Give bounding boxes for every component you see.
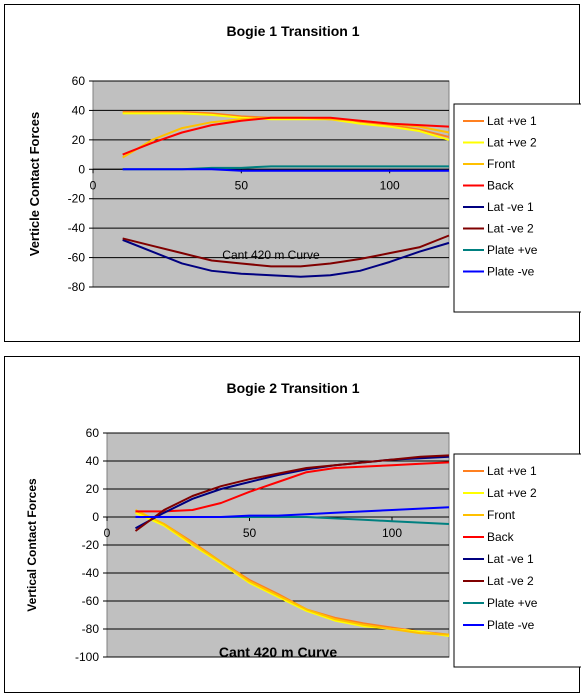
x-tick-label: 100 xyxy=(382,526,402,540)
y-tick-label: -60 xyxy=(82,594,100,608)
y-tick-label: -60 xyxy=(68,251,86,265)
series-line-front xyxy=(135,509,450,636)
chart-svg: Bogie 2 Transition 1 60 40 20 0 -20 -40 -60 -80 -… xyxy=(25,380,581,668)
series-line-plate-ve xyxy=(122,168,449,172)
y-tick-label: 20 xyxy=(72,133,86,147)
y-tick-label: 20 xyxy=(86,482,100,496)
x-tick-label: 50 xyxy=(243,526,257,540)
chart-panel-bogie-1: Bogie 1 Transition 1 60 40 20 0 -20 -40 -60 -80 0… xyxy=(4,4,581,342)
legend-label: Lat -ve 1 xyxy=(487,552,534,566)
y-tick-label: 0 xyxy=(78,162,85,176)
y-tick-label: -40 xyxy=(82,566,100,580)
x-tick-label: 100 xyxy=(380,178,400,192)
legend-label: Lat +ve 1 xyxy=(487,464,537,478)
legend-label: Lat -ve 2 xyxy=(487,222,534,236)
series-line-lat-ve-2 xyxy=(134,454,450,532)
y-axis-label: Vertical Contact Forces xyxy=(25,478,39,612)
legend-label: Front xyxy=(487,508,516,522)
x-tick-label: 0 xyxy=(104,526,111,540)
y-tick-label: 60 xyxy=(86,426,100,440)
legend-label: Plate -ve xyxy=(487,618,535,632)
chart-svg: Bogie 1 Transition 1 60 40 20 0 -20 -40 -60 -80 0… xyxy=(27,23,581,313)
series-line-lat-ve-2 xyxy=(122,234,450,268)
x-tick-label: 0 xyxy=(90,178,97,192)
legend-label: Lat +ve 1 xyxy=(487,114,537,128)
y-tick-label: -20 xyxy=(82,538,100,552)
x-tick-label: 50 xyxy=(235,178,249,192)
legend-label: Front xyxy=(487,157,516,171)
x-axis-label: Cant 420 m Curve xyxy=(222,248,320,262)
series-line-lat-ve-2 xyxy=(122,112,450,141)
y-axis-label: Verticle Contact Forces xyxy=(27,112,42,257)
y-tick-label: 60 xyxy=(72,74,86,88)
series-line-lat-ve-1 xyxy=(122,238,450,278)
y-tick-label: -40 xyxy=(68,221,86,235)
x-axis-label: Cant 420 m Curve xyxy=(219,644,337,660)
chart-title: Bogie 2 Transition 1 xyxy=(226,380,359,396)
legend-label: Lat +ve 2 xyxy=(487,486,537,500)
y-tick-label: 0 xyxy=(92,510,99,524)
y-tick-label: 40 xyxy=(72,103,86,117)
legend-label: Plate -ve xyxy=(487,265,535,279)
legend-label: Lat -ve 1 xyxy=(487,200,534,214)
legend-label: Plate +ve xyxy=(487,596,538,610)
series-line-back xyxy=(135,461,450,513)
y-tick-label: -80 xyxy=(68,280,86,294)
y-tick-label: -20 xyxy=(68,192,86,206)
legend-label: Back xyxy=(487,179,515,193)
y-tick-label: -100 xyxy=(75,650,99,664)
legend-label: Lat +ve 2 xyxy=(487,136,537,150)
legend-label: Plate +ve xyxy=(487,243,538,257)
legend-label: Back xyxy=(487,530,515,544)
chart-panel-bogie-2: Bogie 2 Transition 1 60 40 20 0 -20 -40 -60 -80 -… xyxy=(4,356,581,693)
series-line-back xyxy=(122,116,450,156)
chart-title: Bogie 1 Transition 1 xyxy=(226,23,359,39)
y-tick-label: 40 xyxy=(86,454,100,468)
series-line-plate-ve xyxy=(135,506,450,518)
legend-label: Lat -ve 2 xyxy=(487,574,534,588)
legend xyxy=(453,453,581,668)
y-tick-label: -80 xyxy=(82,622,100,636)
